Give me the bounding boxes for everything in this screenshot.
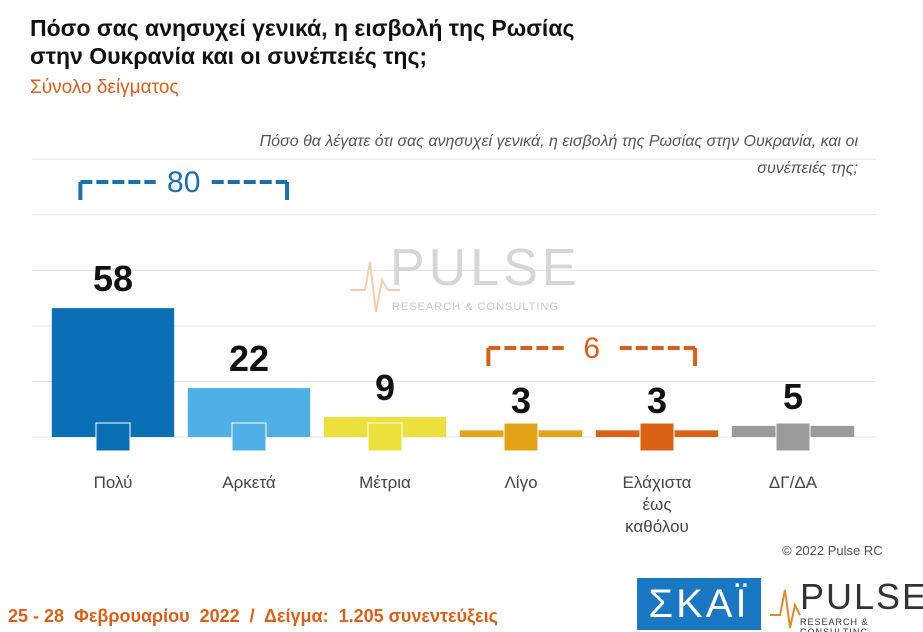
- value-label: 58: [92, 258, 134, 300]
- logo-wave: [770, 589, 801, 629]
- logo-skai: ΣΚΑΪ: [637, 578, 761, 630]
- value-label: 3: [510, 380, 532, 422]
- value-label: 3: [646, 380, 668, 422]
- x-tick-label: Πολύ: [93, 473, 133, 492]
- group-total: 6: [583, 332, 600, 365]
- bar-icon: [775, 422, 811, 452]
- bar-icon: [639, 422, 675, 452]
- subtitle: Σύνολο δείγματος: [30, 77, 179, 98]
- bar-icon: [95, 422, 131, 452]
- x-tick-label: ΔΓ/ΔΑ: [768, 473, 818, 492]
- x-tick-label: Ελάχιστα έως καθόλου: [622, 473, 692, 536]
- value-label: 22: [228, 338, 270, 380]
- group-total: 80: [167, 166, 200, 199]
- logo-pulse-tagline: RESEARCH & CONSULTING: [800, 617, 869, 632]
- x-tick-label: Αρκετά: [222, 473, 276, 492]
- question: Πόσο θα λέγατε ότι σας ανησυχεί γενικά, …: [259, 133, 858, 177]
- x-tick-label: Λίγο: [504, 473, 538, 492]
- bar-icon: [231, 422, 267, 452]
- bar-icon: [503, 422, 539, 452]
- bar-icon: [367, 422, 403, 452]
- x-tick-label: Μέτρια: [359, 473, 411, 492]
- logo-pulse: PULSE: [800, 576, 923, 617]
- watermark-wave: [350, 261, 400, 313]
- watermark: PULSE: [390, 239, 581, 297]
- chart-title: Πόσο σας ανησυχεί γενικά, η εισβολή της …: [30, 15, 575, 69]
- copyright: © 2022 Pulse RC: [782, 543, 883, 558]
- watermark-tagline: RESEARCH & CONSULTING: [392, 301, 559, 313]
- bar: [51, 308, 175, 437]
- value-label: 9: [374, 367, 396, 408]
- value-label: 5: [782, 375, 804, 417]
- fieldwork: 25 - 28 Φεβρουαρίου 2022 / Δείγμα: 1.205…: [8, 606, 498, 626]
